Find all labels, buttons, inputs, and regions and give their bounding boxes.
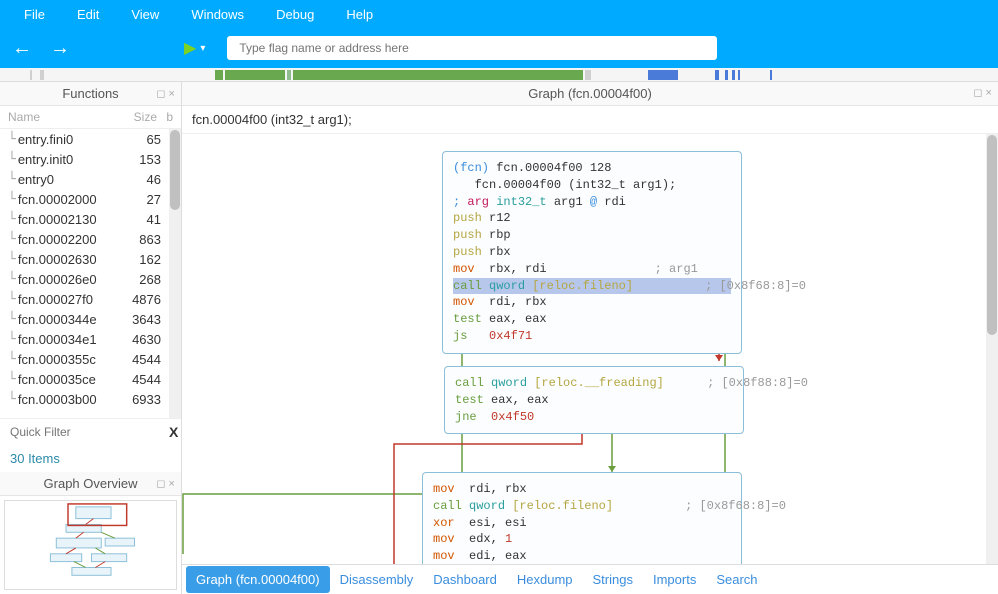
graph-title-label: Graph (fcn.00004f00) xyxy=(528,86,652,101)
addr-segment xyxy=(40,70,44,80)
menu-windows[interactable]: Windows xyxy=(175,7,260,22)
functions-header: Name Size b xyxy=(0,106,181,129)
function-row[interactable]: └fcn.0000355c4544 xyxy=(0,349,169,369)
addr-segment xyxy=(225,70,285,80)
function-row[interactable]: └fcn.000034e14630 xyxy=(0,329,169,349)
signature-bar: fcn.00004f00 (int32_t arg1); xyxy=(182,106,998,134)
forward-button[interactable]: → xyxy=(46,37,74,60)
tab-hexdump[interactable]: Hexdump xyxy=(507,566,583,593)
overview-title: Graph Overview ◻ × xyxy=(0,472,181,496)
graph-overview[interactable] xyxy=(4,500,177,590)
addr-segment xyxy=(732,70,735,80)
tab-graph-fcn-00004f00-[interactable]: Graph (fcn.00004f00) xyxy=(186,566,330,593)
graph-area[interactable]: (fcn) fcn.00004f00 128 fcn.00004f00 (int… xyxy=(182,134,998,564)
col-b[interactable]: b xyxy=(157,110,173,124)
graph-block[interactable]: (fcn) fcn.00004f00 128 fcn.00004f00 (int… xyxy=(442,151,742,354)
addr-segment xyxy=(215,70,223,80)
addr-segment xyxy=(30,70,32,80)
tab-imports[interactable]: Imports xyxy=(643,566,706,593)
menu-help[interactable]: Help xyxy=(330,7,389,22)
address-bar[interactable] xyxy=(0,68,998,82)
menu-edit[interactable]: Edit xyxy=(61,7,115,22)
item-count-label: 30 Items xyxy=(0,445,181,472)
tab-disassembly[interactable]: Disassembly xyxy=(330,566,424,593)
col-name[interactable]: Name xyxy=(8,110,117,124)
function-row[interactable]: └fcn.00002200863 xyxy=(0,229,169,249)
menubar: FileEditViewWindowsDebugHelp xyxy=(0,0,998,28)
addr-segment xyxy=(738,70,740,80)
graph-block[interactable]: mov rdi, rbxcall qword [reloc.fileno] ; … xyxy=(422,472,742,564)
tabbar: Graph (fcn.00004f00)DisassemblyDashboard… xyxy=(182,564,998,594)
function-row[interactable]: └fcn.0000213041 xyxy=(0,209,169,229)
scrollbar[interactable] xyxy=(169,129,181,418)
graph-block[interactable]: call qword [reloc.__freading] ; [0x8f88:… xyxy=(444,366,744,434)
overview-panel-controls[interactable]: ◻ × xyxy=(156,477,175,490)
run-button[interactable]: ▶▾ xyxy=(184,38,205,58)
functions-panel-title: Functions ◻ × xyxy=(0,82,181,106)
tab-dashboard[interactable]: Dashboard xyxy=(423,566,507,593)
address-search-input[interactable] xyxy=(227,36,717,60)
function-row[interactable]: └fcn.00003b006933 xyxy=(0,389,169,409)
quick-filter-input[interactable] xyxy=(6,421,169,443)
graph-scrollbar[interactable] xyxy=(986,134,998,564)
addr-segment xyxy=(293,70,583,80)
menu-debug[interactable]: Debug xyxy=(260,7,330,22)
filter-clear-button[interactable]: X xyxy=(169,424,178,440)
function-row[interactable]: └entry.init0153 xyxy=(0,149,169,169)
function-row[interactable]: └entry046 xyxy=(0,169,169,189)
sidebar: Functions ◻ × Name Size b └entry.fini065… xyxy=(0,82,182,594)
graph-panel-controls[interactable]: ◻ × xyxy=(973,86,992,99)
function-row[interactable]: └fcn.000027f04876 xyxy=(0,289,169,309)
functions-title-label: Functions xyxy=(62,86,118,101)
filter-row: X xyxy=(0,418,181,445)
content: Graph (fcn.00004f00) ◻ × fcn.00004f00 (i… xyxy=(182,82,998,594)
addr-segment xyxy=(585,70,591,80)
function-row[interactable]: └fcn.000035ce4544 xyxy=(0,369,169,389)
addr-segment xyxy=(725,70,728,80)
run-dropdown-icon: ▾ xyxy=(200,43,205,54)
toolbar: ← → ▶▾ xyxy=(0,28,998,68)
function-row[interactable]: └fcn.00002630162 xyxy=(0,249,169,269)
col-size[interactable]: Size xyxy=(117,110,157,124)
overview-title-label: Graph Overview xyxy=(44,476,138,491)
addr-segment xyxy=(648,70,678,80)
function-row[interactable]: └fcn.0000344e3643 xyxy=(0,309,169,329)
graph-panel-title: Graph (fcn.00004f00) ◻ × xyxy=(182,82,998,106)
addr-segment xyxy=(770,70,772,80)
tab-search[interactable]: Search xyxy=(706,566,767,593)
menu-view[interactable]: View xyxy=(115,7,175,22)
menu-file[interactable]: File xyxy=(8,7,61,22)
function-row[interactable]: └fcn.000026e0268 xyxy=(0,269,169,289)
functions-panel-controls[interactable]: ◻ × xyxy=(156,87,175,100)
addr-segment xyxy=(715,70,719,80)
function-row[interactable]: └fcn.0000200027 xyxy=(0,189,169,209)
tab-strings[interactable]: Strings xyxy=(583,566,643,593)
addr-segment xyxy=(287,70,291,80)
functions-list: └entry.fini065└entry.init0153└entry046└f… xyxy=(0,129,181,418)
function-row[interactable]: └entry.fini065 xyxy=(0,129,169,149)
back-button[interactable]: ← xyxy=(8,37,36,60)
